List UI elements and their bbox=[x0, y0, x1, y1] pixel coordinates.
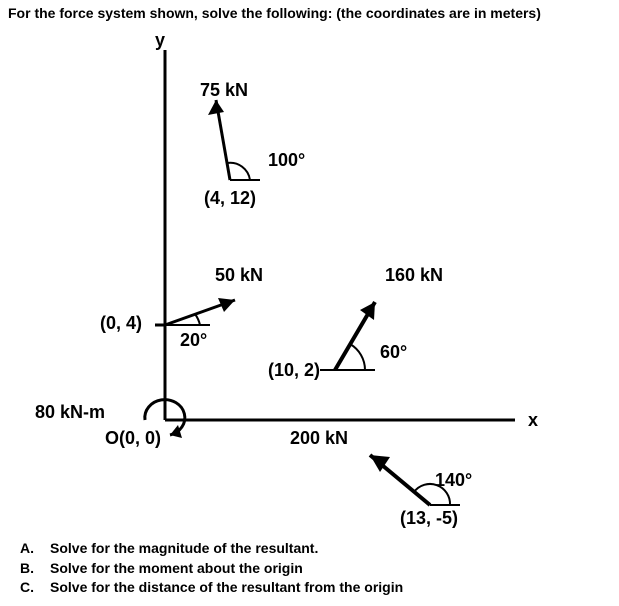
f160-label: 160 kN bbox=[385, 265, 443, 286]
q-a-letter: A. bbox=[20, 539, 50, 559]
q-c-text: Solve for the distance of the resultant … bbox=[50, 578, 403, 598]
force-diagram: y x O(0, 0) 80 kN-m 75 kN 100° (4, 12) 5… bbox=[0, 30, 619, 540]
question-list: A. Solve for the magnitude of the result… bbox=[20, 539, 403, 598]
y-axis-label: y bbox=[155, 30, 165, 51]
question-c: C. Solve for the distance of the resulta… bbox=[20, 578, 403, 598]
x-axis-label: x bbox=[528, 410, 538, 431]
question-a: A. Solve for the magnitude of the result… bbox=[20, 539, 403, 559]
moment-label: 80 kN-m bbox=[35, 402, 105, 423]
question-b: B. Solve for the moment about the origin bbox=[20, 559, 403, 579]
f75-point: (4, 12) bbox=[204, 188, 256, 209]
f160-angle: 60° bbox=[380, 342, 407, 363]
problem-title: For the force system shown, solve the fo… bbox=[8, 5, 541, 21]
f160-point: (10, 2) bbox=[268, 360, 320, 381]
q-c-letter: C. bbox=[20, 578, 50, 598]
f75-label: 75 kN bbox=[200, 80, 248, 101]
f75-angle: 100° bbox=[268, 150, 305, 171]
f200-point: (13, -5) bbox=[400, 508, 458, 529]
diagram-svg bbox=[0, 30, 619, 540]
f200-label: 200 kN bbox=[290, 428, 348, 449]
force-75kn bbox=[208, 100, 260, 180]
q-b-text: Solve for the moment about the origin bbox=[50, 559, 303, 579]
q-b-letter: B. bbox=[20, 559, 50, 579]
force-50kn bbox=[155, 298, 235, 325]
f50-point: (0, 4) bbox=[100, 313, 142, 334]
f200-angle: 140° bbox=[435, 470, 472, 491]
origin-label: O(0, 0) bbox=[105, 428, 161, 449]
q-a-text: Solve for the magnitude of the resultant… bbox=[50, 539, 318, 559]
force-160kn bbox=[320, 302, 375, 370]
f50-label: 50 kN bbox=[215, 265, 263, 286]
f50-angle: 20° bbox=[180, 330, 207, 351]
